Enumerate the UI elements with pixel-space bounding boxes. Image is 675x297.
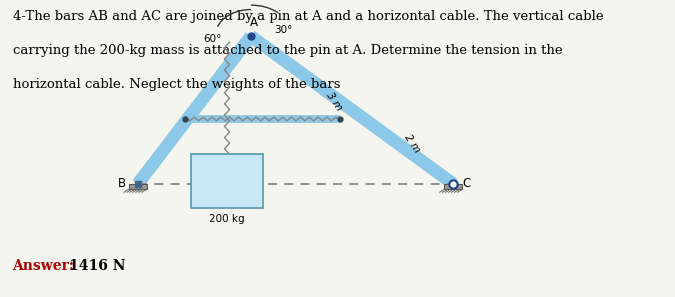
Bar [444,184,462,189]
Text: 2 m: 2 m [402,133,421,155]
Text: Answer:: Answer: [13,259,75,273]
Bar [191,154,263,208]
Text: carrying the 200-kg mass is attached to the pin at A. Determine the tension in t: carrying the 200-kg mass is attached to … [13,44,562,56]
Text: A: A [250,16,258,29]
Text: horizontal cable. Neglect the weights of the bars: horizontal cable. Neglect the weights of… [13,78,340,91]
Text: B: B [117,178,126,190]
Text: 60°: 60° [203,34,221,44]
Text: C: C [462,178,470,190]
Text: 30°: 30° [275,25,293,35]
Text: 4-The bars AB and AC are joined by a pin at A and a horizontal cable. The vertic: 4-The bars AB and AC are joined by a pin… [13,10,603,23]
Bar [129,184,146,189]
Text: 200 kg: 200 kg [209,214,245,224]
Text: 3 m: 3 m [325,90,344,112]
Text: 1416 N: 1416 N [70,259,126,273]
